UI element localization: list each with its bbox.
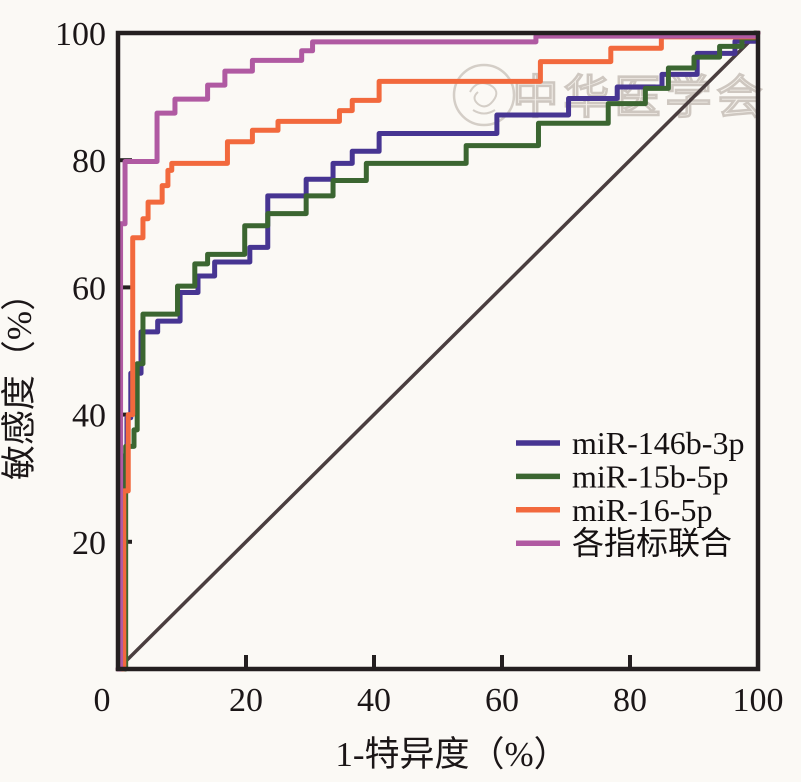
legend-item-miR-146b-3p: miR-146b-3p — [516, 425, 744, 461]
x-tick-label: 0 — [94, 682, 111, 719]
plot-border — [115, 30, 761, 672]
roc-curve-miR-16-5p — [115, 30, 761, 672]
x-axis-title: 1-特异度（%） — [335, 735, 568, 774]
y-tick-label: 100 — [55, 16, 106, 53]
x-tick-label: 60 — [485, 682, 519, 719]
legend-item-miR-15b-5p: miR-15b-5p — [516, 458, 728, 494]
y-axis-title: 敏感度（%） — [0, 276, 39, 480]
legend-label: 各指标联合 — [572, 525, 732, 561]
legend-label: miR-146b-3p — [572, 425, 744, 461]
legend-label: miR-15b-5p — [572, 458, 728, 494]
roc-curves — [115, 30, 761, 672]
legend-item-各指标联合: 各指标联合 — [516, 525, 732, 561]
roc-curve-miR-146b-3p — [115, 30, 761, 672]
y-tick-label: 60 — [72, 270, 106, 307]
x-tick-label: 100 — [733, 682, 784, 719]
legend-item-miR-16-5p: miR-16-5p — [516, 492, 712, 528]
cma-seal-icon — [452, 63, 516, 127]
roc-curve-各指标联合 — [115, 30, 761, 672]
x-tick-label: 80 — [613, 682, 647, 719]
legend-label: miR-16-5p — [572, 492, 712, 528]
y-tick-label: 20 — [72, 525, 106, 562]
axis-ticks: 0 20 40 60 80 100 20 40 60 80 100 — [55, 16, 784, 719]
chance-diagonal — [116, 31, 760, 671]
x-tick-label: 20 — [229, 682, 263, 719]
x-tick-label: 40 — [357, 682, 391, 719]
y-tick-label: 40 — [72, 398, 106, 435]
y-tick-label: 80 — [72, 143, 106, 180]
roc-curve-miR-15b-5p — [115, 30, 761, 672]
cma-seal-glyph — [469, 82, 498, 115]
